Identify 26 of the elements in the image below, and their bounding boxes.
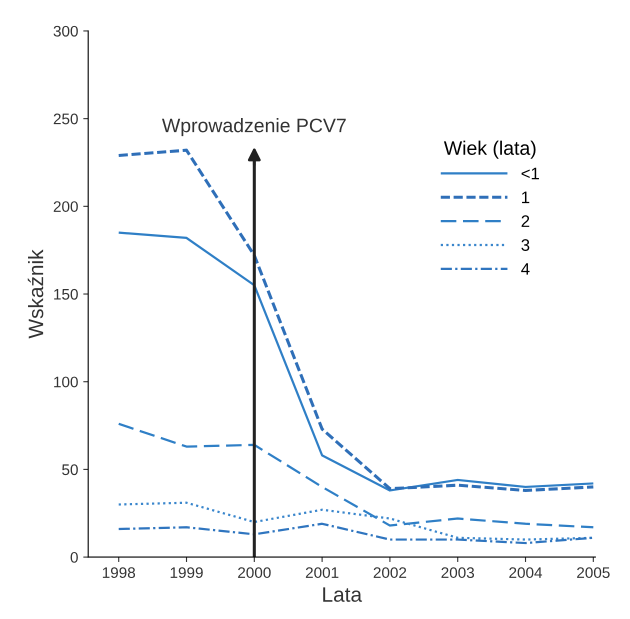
x-tick-label: 2004 xyxy=(509,567,542,578)
legend-label: 1 xyxy=(522,192,530,204)
x-tick-label: 2003 xyxy=(441,567,474,578)
legend-label: 4 xyxy=(521,263,530,275)
y-tick-label: 300 xyxy=(54,26,78,37)
x-tick-label: 2002 xyxy=(374,567,406,578)
line-series xyxy=(118,522,594,544)
x-tick-label: 2001 xyxy=(306,567,338,578)
y-axis-title: Wskaźnik xyxy=(28,249,44,338)
legend-title: Wiek (lata) xyxy=(444,140,536,159)
y-tick-label: 250 xyxy=(54,114,78,124)
x-tick-label: 1998 xyxy=(102,567,136,578)
y-tick-label: 50 xyxy=(62,464,78,476)
legend-label: 2 xyxy=(522,215,530,227)
ref-line-label: Wprowadzenie PCV7 xyxy=(162,118,346,136)
y-tick-label: 150 xyxy=(54,288,78,300)
x-tick-label: 1999 xyxy=(170,567,203,578)
y-tick-label: 0 xyxy=(70,552,78,563)
y-tick-label: 200 xyxy=(54,201,78,212)
legend-label: <1 xyxy=(522,168,539,180)
x-axis-title: Lata xyxy=(323,587,362,602)
legend-label: 3 xyxy=(521,239,530,251)
x-tick-label: 2000 xyxy=(238,567,271,578)
x-tick-label: 2005 xyxy=(577,567,610,578)
line-series xyxy=(118,232,594,492)
y-tick-label: 100 xyxy=(54,376,78,388)
